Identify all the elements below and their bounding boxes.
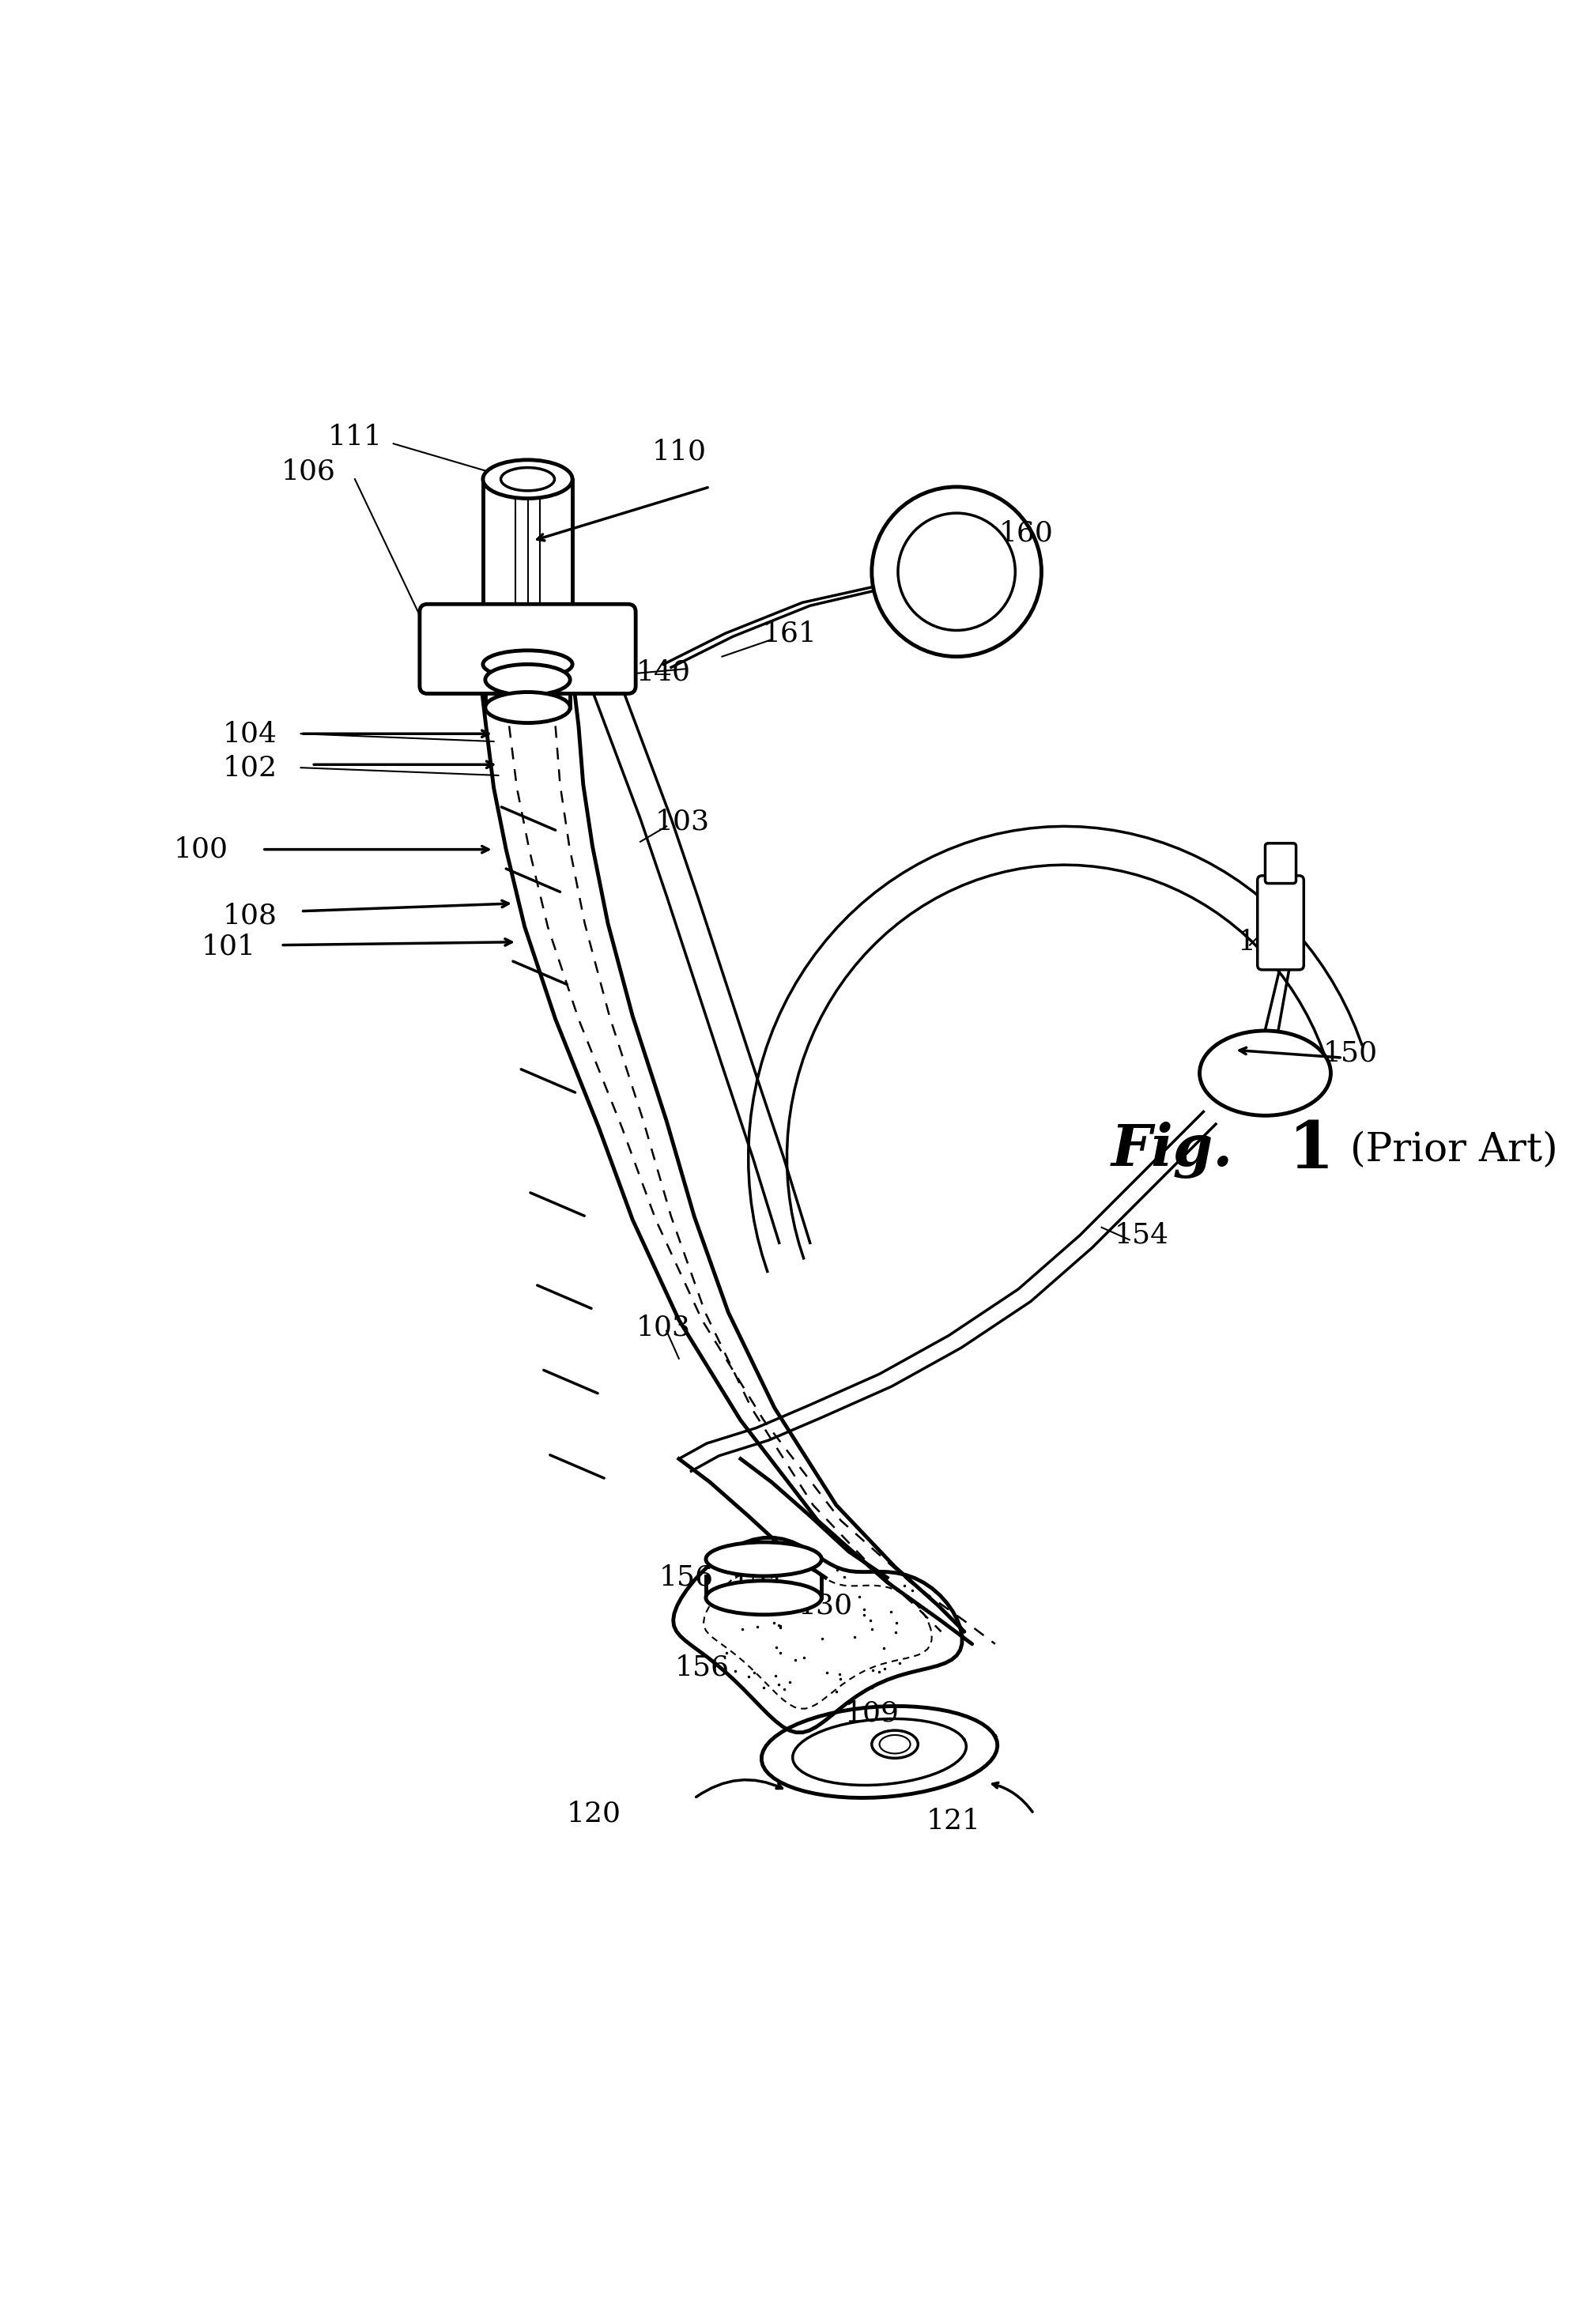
FancyBboxPatch shape	[1266, 843, 1296, 882]
Circle shape	[899, 514, 1015, 630]
Text: 111: 111	[327, 424, 381, 452]
Text: Fig.: Fig.	[1111, 1121, 1253, 1179]
Text: 130: 130	[798, 1591, 852, 1619]
Text: 154: 154	[1114, 1223, 1170, 1248]
Circle shape	[871, 486, 1042, 655]
Text: 140: 140	[637, 658, 691, 686]
Ellipse shape	[1200, 1031, 1331, 1116]
Ellipse shape	[485, 692, 570, 723]
Text: 110: 110	[651, 438, 705, 466]
Text: 102: 102	[223, 755, 278, 780]
Text: 120: 120	[567, 1800, 621, 1827]
Ellipse shape	[501, 468, 554, 491]
Ellipse shape	[871, 1730, 918, 1758]
Text: 103: 103	[654, 808, 709, 836]
Text: 108: 108	[223, 903, 278, 929]
Text: 131: 131	[733, 1573, 787, 1600]
Ellipse shape	[484, 651, 573, 679]
Text: 103: 103	[637, 1313, 691, 1341]
FancyBboxPatch shape	[1258, 875, 1304, 970]
Text: 104: 104	[223, 720, 278, 748]
Text: 109: 109	[844, 1700, 899, 1728]
Ellipse shape	[485, 665, 570, 695]
Text: (Prior Art): (Prior Art)	[1350, 1130, 1558, 1170]
Ellipse shape	[879, 1735, 910, 1753]
Text: 156: 156	[675, 1654, 729, 1681]
Text: 150: 150	[1323, 1040, 1377, 1068]
Text: 100: 100	[174, 836, 228, 864]
Ellipse shape	[705, 1582, 822, 1614]
Text: 160: 160	[999, 519, 1053, 547]
Ellipse shape	[484, 461, 573, 498]
Text: 156: 156	[659, 1563, 713, 1591]
Text: 121: 121	[926, 1809, 982, 1834]
Text: 161: 161	[763, 621, 817, 646]
FancyBboxPatch shape	[420, 604, 635, 692]
Ellipse shape	[705, 1542, 822, 1577]
Text: 152: 152	[1238, 929, 1293, 957]
Text: 101: 101	[201, 933, 255, 961]
Text: 1: 1	[1288, 1119, 1334, 1181]
Text: 106: 106	[281, 459, 335, 484]
Text: 162: 162	[958, 558, 1012, 586]
